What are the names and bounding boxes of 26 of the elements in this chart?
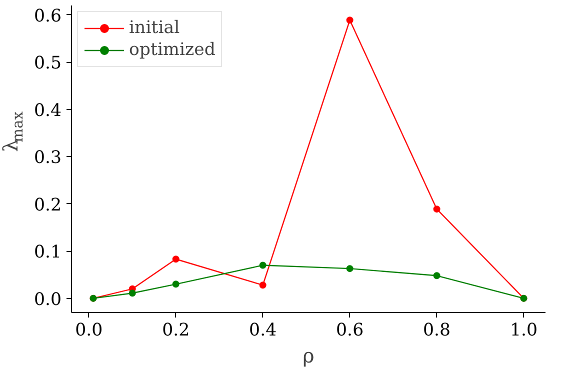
y-tick-label: 0.3 bbox=[34, 148, 62, 168]
y-tick-label: 0.6 bbox=[34, 6, 62, 26]
point bbox=[346, 265, 354, 272]
point bbox=[128, 290, 136, 297]
point bbox=[172, 280, 180, 288]
point bbox=[259, 262, 266, 269]
point bbox=[346, 16, 354, 24]
point bbox=[433, 272, 440, 280]
y-tick-label: 0.0 bbox=[34, 290, 62, 310]
x-tick-label: 0.0 bbox=[75, 320, 103, 340]
point bbox=[259, 282, 266, 289]
legend-label: initial bbox=[129, 18, 180, 38]
y-tick-label: 0.2 bbox=[34, 195, 62, 216]
x-tick-label: 0.2 bbox=[162, 320, 190, 340]
x-tick-label: 1.0 bbox=[510, 320, 538, 340]
legend-label: optimized bbox=[129, 40, 216, 60]
y-tick-label: 0.4 bbox=[34, 100, 62, 121]
point bbox=[172, 256, 180, 263]
y-axis-title: λmax bbox=[0, 110, 26, 152]
x-axis-title: ρ bbox=[302, 344, 314, 368]
point bbox=[433, 206, 440, 213]
y-tick-label: 0.1 bbox=[34, 242, 62, 263]
x-tick-label: 0.8 bbox=[423, 320, 451, 340]
x-tick-label: 0.4 bbox=[249, 320, 277, 340]
x-tick-label: 0.6 bbox=[336, 320, 364, 340]
y-tick-label: 0.5 bbox=[34, 54, 62, 74]
